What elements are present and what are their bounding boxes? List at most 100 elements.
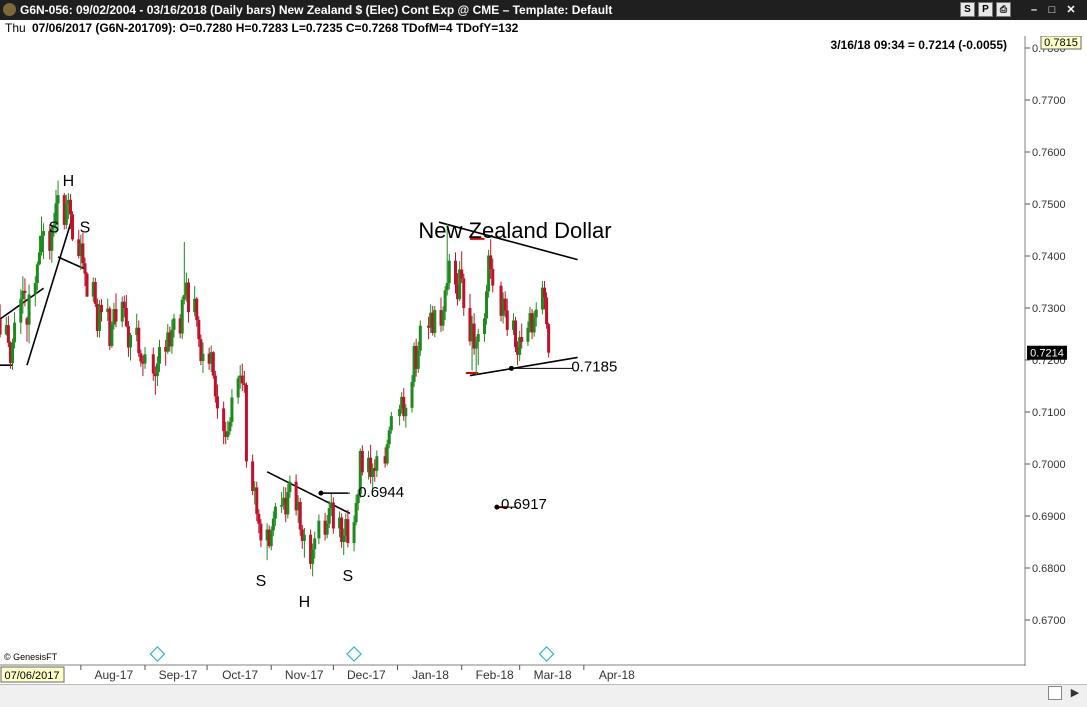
candle-body: [431, 312, 435, 333]
chart-annotation: S: [343, 568, 354, 585]
candle-body: [213, 375, 217, 397]
candle-body: [222, 408, 226, 432]
candlestick: [530, 309, 534, 340]
candle-body: [172, 318, 176, 330]
candlestick: [329, 493, 333, 516]
candlestick: [85, 272, 89, 298]
candlestick: [39, 216, 43, 256]
candle-body: [137, 327, 141, 354]
date-tick-label: Aug-17: [94, 668, 133, 682]
candlestick: [166, 324, 170, 354]
candle-body: [91, 282, 95, 297]
candle-body: [532, 317, 536, 333]
candle-body: [284, 497, 288, 515]
candlestick: [168, 326, 172, 352]
candle-body: [338, 517, 342, 529]
candlestick: [153, 366, 157, 395]
candle-body: [354, 503, 358, 523]
candlestick: [288, 475, 292, 498]
candle-body: [398, 408, 402, 417]
candlestick: [180, 296, 184, 340]
candlestick: [13, 312, 17, 349]
event-marker-diamond[interactable]: [346, 646, 362, 662]
candlestick: [456, 273, 460, 306]
top-price-label: 0.7815: [1044, 37, 1078, 49]
candle-body: [439, 310, 443, 326]
candle-body: [456, 284, 460, 300]
candle-body: [50, 227, 54, 251]
candle-body: [317, 520, 321, 539]
candle-body: [215, 396, 219, 409]
candlestick: [482, 313, 486, 342]
candlestick: [383, 447, 387, 468]
candle-body: [155, 363, 159, 377]
event-marker-icon[interactable]: [149, 646, 166, 662]
s-button[interactable]: S: [960, 2, 975, 17]
candle-body: [414, 345, 418, 369]
chart-annotation: H: [299, 594, 311, 611]
candle-body: [54, 203, 58, 225]
candlestick: [327, 500, 331, 528]
candlestick: [331, 497, 335, 534]
cursor-date-label: 07/06/2017: [4, 670, 59, 682]
candle-body: [369, 457, 373, 477]
candlestick: [42, 223, 46, 260]
candle-body: [68, 199, 72, 215]
candle-body: [19, 299, 23, 323]
candlestick: [518, 330, 522, 362]
event-marker-diamond[interactable]: [149, 646, 166, 662]
candlestick: [514, 316, 518, 353]
date-axis: Aug-17 Sep-17 Oct-17 Nov-17 Dec-17 Jan-18 Feb-…: [80, 665, 635, 682]
candle-body: [491, 269, 495, 286]
event-marker-diamond[interactable]: [538, 646, 555, 662]
candle-body: [499, 285, 503, 316]
candlestick: [311, 543, 315, 577]
trendlines: [0, 216, 578, 515]
candle-body: [400, 396, 404, 409]
candle-body: [178, 318, 182, 334]
candlestick: [410, 375, 414, 413]
candlestick: [282, 486, 286, 510]
candlestick: [340, 513, 344, 548]
candle-body: [13, 322, 17, 343]
candle-body: [387, 430, 391, 445]
event-marker-icon[interactable]: [538, 646, 555, 662]
print-icon[interactable]: ⎙: [996, 2, 1011, 17]
scroll-thumb[interactable]: [1048, 686, 1062, 700]
candlestick: [286, 483, 290, 519]
candle-body: [402, 396, 406, 417]
candlestick: [309, 529, 313, 570]
candle-body: [93, 282, 97, 304]
candlestick: [468, 293, 472, 346]
candlestick: [139, 349, 143, 367]
candlestick: [433, 305, 437, 338]
candle-body: [33, 283, 37, 295]
candle-body: [27, 294, 31, 325]
close-button[interactable]: ✕: [1066, 4, 1076, 16]
chart-annotation: 0.6944: [358, 484, 404, 501]
price-chart[interactable]: 0.78000.77000.76000.75000.74000.73000.72…: [0, 36, 1087, 684]
candlestick: [155, 356, 159, 386]
candle-body: [371, 468, 375, 477]
candle-body: [325, 523, 329, 535]
candle-body: [120, 301, 124, 322]
candle-body: [153, 373, 157, 377]
candlestick: [503, 291, 507, 318]
candle-body: [470, 323, 474, 342]
candlestick: [230, 389, 234, 427]
candle-body: [487, 255, 491, 292]
candlestick: [236, 375, 240, 404]
candlestick: [412, 342, 416, 388]
minimize-button[interactable]: –: [1030, 4, 1038, 16]
genesis-watermark: © GenesisFT: [4, 652, 58, 662]
candlestick: [360, 445, 364, 476]
maximize-button[interactable]: □: [1048, 4, 1056, 16]
candle-body: [352, 522, 356, 544]
event-marker-icon[interactable]: [346, 646, 362, 662]
horizontal-scrollbar[interactable]: ▶: [0, 684, 1087, 707]
candle-body: [184, 282, 188, 295]
candle-body: [23, 290, 27, 293]
scroll-right-icon[interactable]: ▶: [1070, 687, 1080, 699]
p-button[interactable]: P: [978, 2, 993, 17]
candle-body: [265, 529, 269, 541]
